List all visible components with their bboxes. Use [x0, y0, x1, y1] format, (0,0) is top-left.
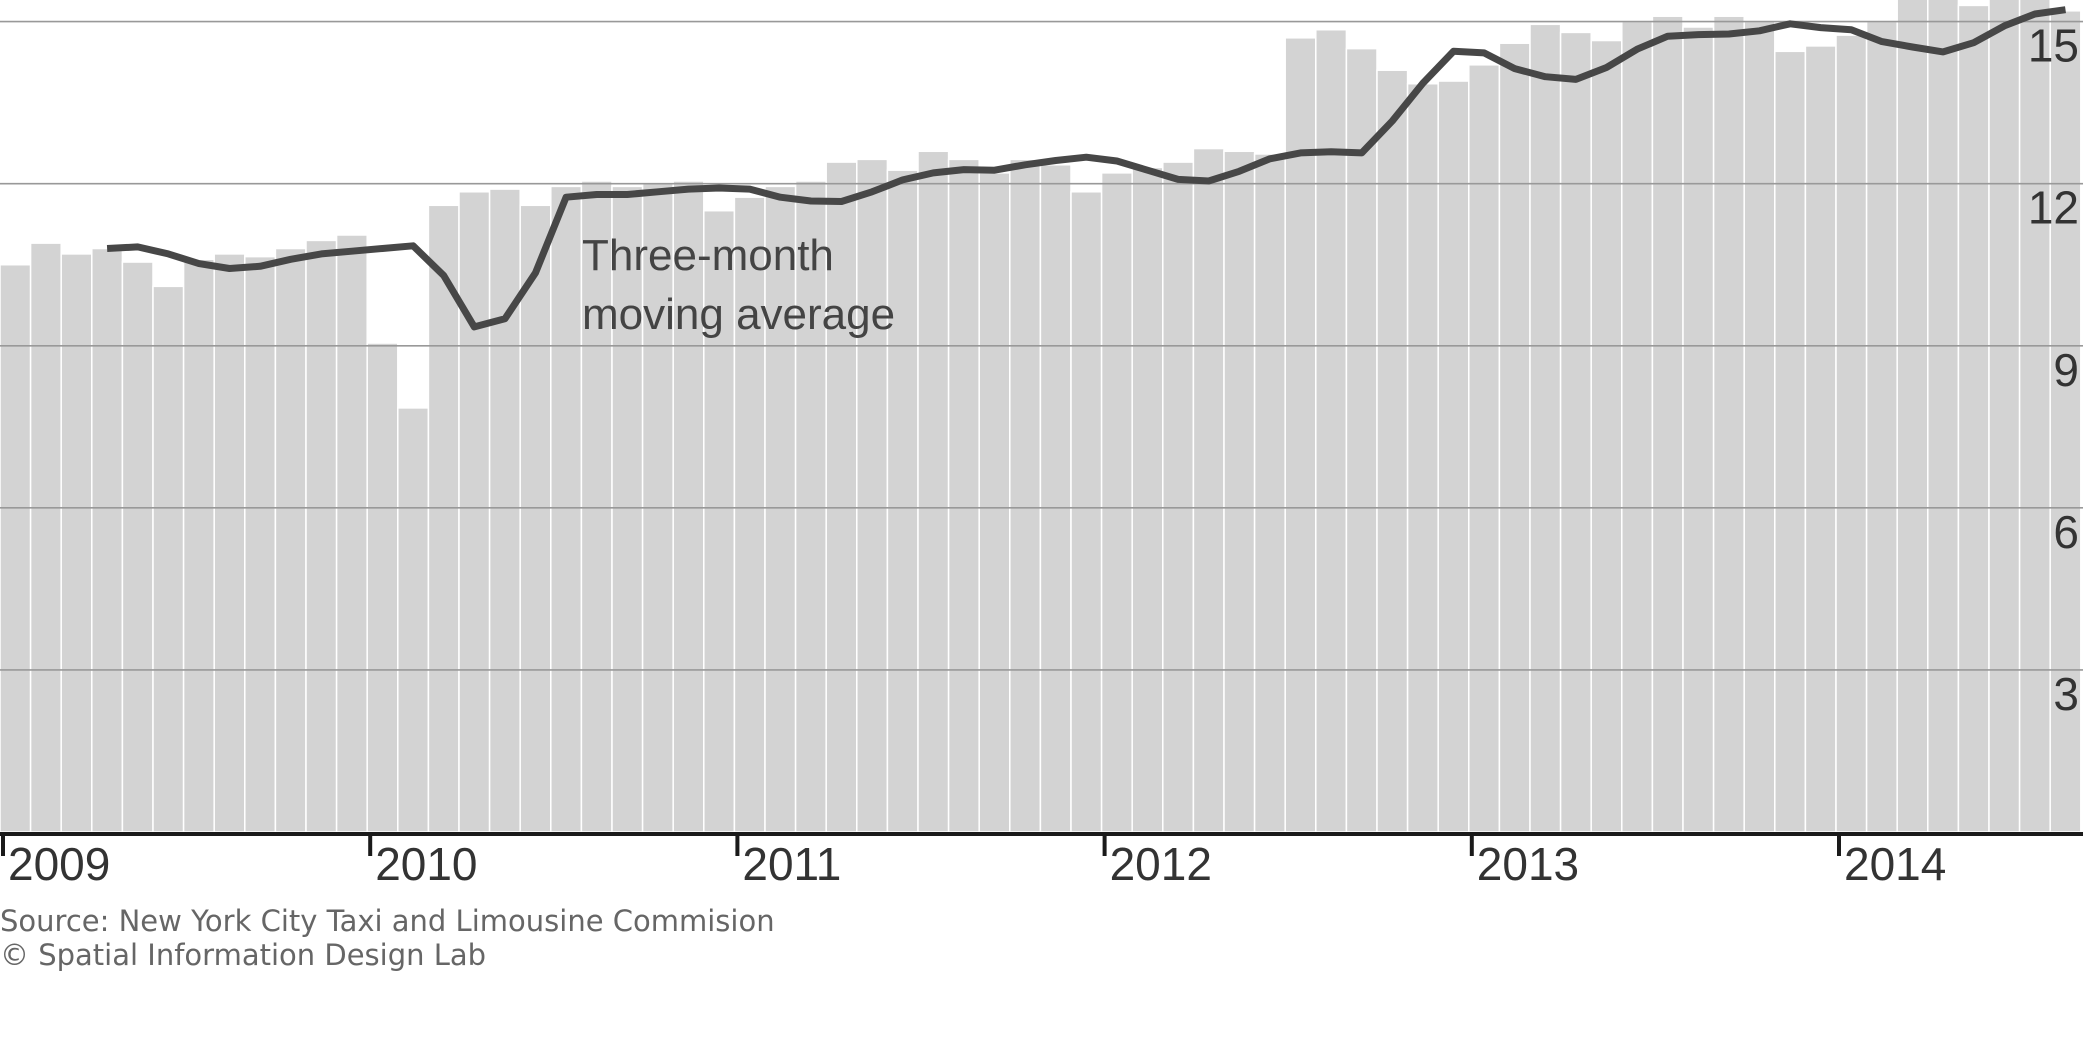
- bar-2012-10: [1376, 69, 1409, 833]
- bar-2012-03: [1162, 161, 1195, 833]
- bar-2012-04: [1192, 147, 1225, 833]
- bar-2011-11: [1039, 164, 1072, 833]
- bar-2011-05: [856, 158, 889, 833]
- y-tick-label-6: 6: [2053, 506, 2079, 558]
- bar-2009-10: [274, 247, 307, 833]
- bar-2011-03: [794, 180, 827, 833]
- x-tick-label-2013: 2013: [1477, 838, 1579, 890]
- bar-2012-09: [1345, 47, 1378, 833]
- gridlines-layer: [0, 20, 2083, 671]
- bar-2011-08: [947, 158, 980, 833]
- bar-2009-11: [305, 239, 338, 833]
- bar-2014-03: [1896, 0, 1929, 833]
- bar-2011-06: [886, 169, 919, 833]
- y-tick-label-3: 3: [2053, 668, 2079, 720]
- bar-2010-01: [366, 342, 399, 833]
- x-tick-label-2012: 2012: [1110, 838, 1212, 890]
- bar-2012-12: [1437, 80, 1470, 833]
- bar-2013-06: [1621, 20, 1654, 833]
- bars-layer: [0, 0, 2082, 833]
- bar-2013-01: [1468, 64, 1501, 833]
- bar-2010-09: [611, 185, 644, 833]
- y-tick-label-12: 12: [2028, 182, 2079, 234]
- bar-2009-09: [244, 255, 277, 833]
- credit-line: © Spatial Information Design Lab: [0, 938, 487, 972]
- bar-2013-12: [1804, 45, 1837, 833]
- source-line: Source: New York City Taxi and Limousine…: [0, 904, 775, 938]
- bar-2013-08: [1682, 26, 1715, 833]
- bar-2011-12: [1070, 191, 1103, 833]
- bar-2010-05: [488, 188, 521, 833]
- bar-2009-07: [182, 258, 215, 833]
- annotation-line-1: Three-month: [582, 231, 834, 280]
- bar-2012-06: [1253, 153, 1286, 833]
- bar-2013-02: [1498, 42, 1531, 833]
- bar-2010-12: [703, 209, 736, 833]
- bar-2010-02: [397, 407, 430, 833]
- bar-2014-04: [1927, 0, 1960, 833]
- y-tick-labels: 3 6 9 12 15: [2028, 20, 2079, 720]
- bar-2012-05: [1223, 150, 1256, 833]
- bar-2009-05: [121, 261, 154, 833]
- annotation-line-2: moving average: [582, 290, 895, 339]
- bar-2011-02: [764, 185, 797, 833]
- bar-2012-11: [1406, 82, 1439, 833]
- x-axis-ticks: 2009 2010 2011 2012 2013 2014: [1, 834, 1946, 890]
- bar-2009-03: [60, 253, 93, 833]
- bar-2013-03: [1529, 23, 1562, 833]
- source-credit: Source: New York City Taxi and Limousine…: [0, 904, 775, 972]
- bar-2011-09: [978, 172, 1011, 833]
- bar-2009-04: [91, 247, 124, 833]
- x-tick-label-2011: 2011: [742, 838, 841, 890]
- bar-2014-05: [1957, 4, 1990, 833]
- x-tick-label-2014: 2014: [1844, 838, 1946, 890]
- bar-2013-11: [1774, 50, 1807, 833]
- bar-2010-04: [458, 191, 491, 833]
- moving-average-annotation: Three-month moving average: [582, 231, 895, 339]
- bar-2011-07: [917, 150, 950, 833]
- bar-2009-12: [335, 234, 368, 833]
- bar-2014-07: [2018, 0, 2051, 833]
- bar-2013-10: [1743, 20, 1776, 833]
- y-tick-label-15: 15: [2028, 20, 2079, 72]
- bar-2013-07: [1651, 15, 1684, 833]
- bar-2012-02: [1131, 166, 1164, 833]
- bar-2009-01: [0, 263, 32, 833]
- x-tick-label-2010: 2010: [375, 838, 477, 890]
- bar-2010-03: [427, 204, 460, 833]
- bar-2014-02: [1865, 20, 1898, 833]
- moving-average-line: [106, 6, 2066, 331]
- bar-2010-07: [550, 185, 583, 833]
- bar-2010-06: [519, 204, 552, 833]
- bar-2014-06: [1988, 0, 2021, 833]
- bar-2012-07: [1284, 37, 1317, 833]
- bar-2009-02: [29, 242, 62, 833]
- y-tick-label-9: 9: [2053, 344, 2079, 396]
- bar-2013-05: [1590, 39, 1623, 833]
- bar-2013-04: [1559, 31, 1592, 833]
- bar-2011-10: [1009, 158, 1042, 833]
- bar-2009-06: [152, 285, 185, 833]
- x-tick-label-2009: 2009: [8, 838, 110, 890]
- bar-2013-09: [1712, 15, 1745, 833]
- bar-2012-01: [1100, 172, 1133, 833]
- bar-2014-01: [1835, 34, 1868, 833]
- bar-2009-08: [213, 253, 246, 833]
